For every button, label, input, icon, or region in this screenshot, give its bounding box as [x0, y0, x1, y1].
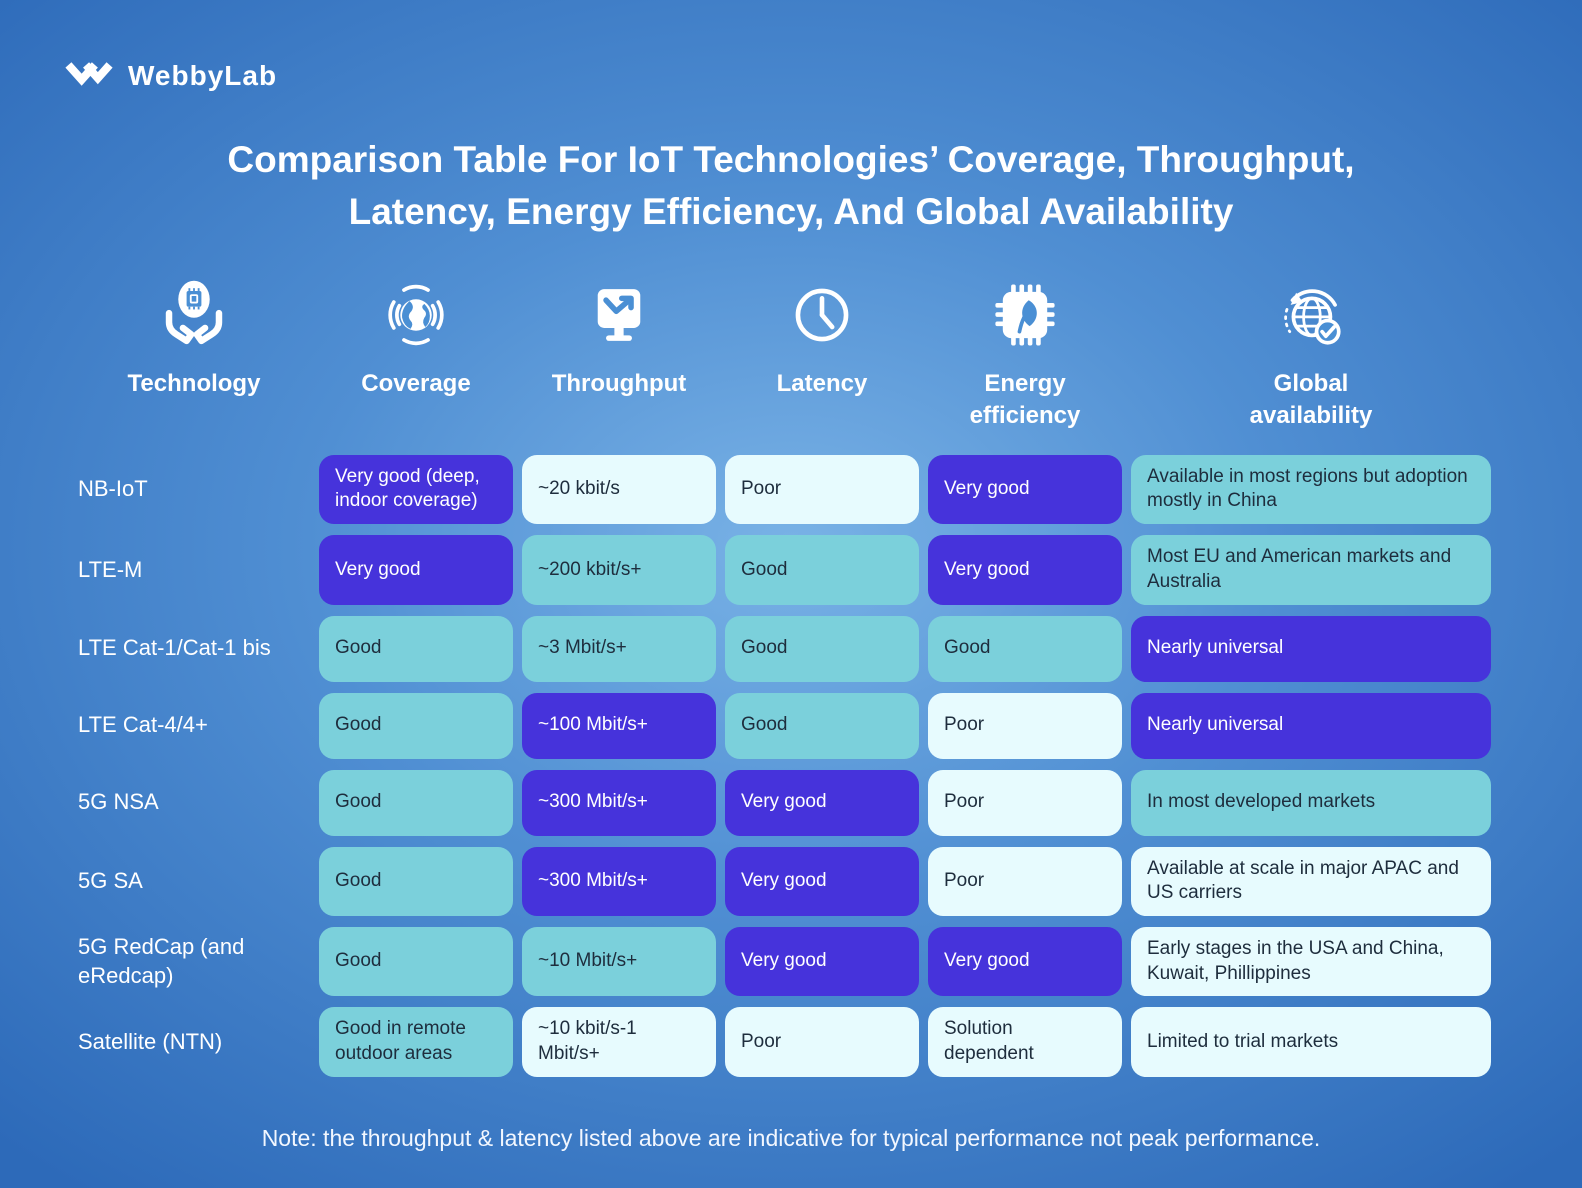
table-cell: Very good	[725, 926, 919, 997]
table-cell: Very good (deep, indoor coverage)	[319, 454, 513, 525]
column-header-throughput: Throughput	[522, 278, 716, 433]
column-header-label: Global availability	[1249, 370, 1373, 430]
logo-text: WebbyLab	[128, 60, 278, 91]
coverage-icon	[388, 284, 444, 346]
table-cell: Good	[725, 692, 919, 759]
table-cell: ~300 Mbit/s+	[522, 846, 716, 916]
table-cell: Very good	[928, 535, 1122, 605]
table-row: 5G SA Good ~300 Mbit/s+ Very good Poor Availa…	[78, 846, 1491, 916]
table-cell: Nearly universal	[1131, 615, 1491, 682]
table-cell: Limited to trial markets	[1131, 1007, 1491, 1077]
technology-icon	[165, 280, 223, 345]
technology-label: 5G RedCap (and eRedcap)	[78, 934, 245, 988]
table-cell: Very good	[319, 535, 513, 605]
table-cell: In most developed markets	[1131, 769, 1491, 836]
table-cell: Available in most regions but adoption m…	[1131, 454, 1491, 525]
technology-label: 5G NSA	[78, 789, 159, 815]
column-header-energy-efficiency: Energy efficiency	[928, 278, 1122, 433]
table-cell: Poor	[725, 1007, 919, 1077]
table-header-row: Technology Coverage	[78, 278, 1491, 433]
table-cell: Good	[319, 926, 513, 997]
energy-efficiency-icon	[995, 284, 1055, 346]
latency-icon	[795, 288, 849, 342]
table-cell: Nearly universal	[1131, 692, 1491, 759]
column-header-technology: Technology	[78, 278, 310, 433]
technology-label: NB-IoT	[78, 476, 148, 502]
table-cell: Good	[928, 615, 1122, 682]
column-header-label: Coverage	[361, 370, 471, 397]
table-row: LTE-M Very good ~200 kbit/s+ Good Very good M…	[78, 535, 1491, 605]
footnote: Note: the throughput & latency listed ab…	[261, 1125, 1321, 1151]
table-row: NB-IoT Very good (deep, indoor coverage) ~…	[78, 454, 1491, 525]
table-cell: Poor	[725, 454, 919, 525]
table-cell: ~10 kbit/s-1 Mbit/s+	[522, 1007, 716, 1077]
column-header-latency: Latency	[725, 278, 919, 433]
table-cell: ~3 Mbit/s+	[522, 615, 716, 682]
column-header-label: Energy efficiency	[969, 370, 1081, 430]
table-cell: Good	[319, 769, 513, 836]
technology-label: LTE Cat-1/Cat-1 bis	[78, 635, 271, 661]
table-cell: Available at scale in major APAC and US …	[1131, 846, 1491, 916]
logo: WebbyLab	[64, 56, 277, 96]
page-title-text: Comparison Table For IoT Technologies’ C…	[227, 139, 1355, 232]
table-cell: Very good	[928, 926, 1122, 997]
column-header-label: Technology	[127, 370, 261, 397]
table-cell: Poor	[928, 692, 1122, 759]
table-cell: Poor	[928, 769, 1122, 836]
table-cell: Good	[725, 535, 919, 605]
table-cell: ~200 kbit/s+	[522, 535, 716, 605]
table-cell: ~100 Mbit/s+	[522, 692, 716, 759]
table-cell: Very good	[928, 454, 1122, 525]
table-cell: Good	[319, 615, 513, 682]
table-body: NB-IoT Very good (deep, indoor coverage) ~…	[78, 454, 1491, 1077]
table-cell: Very good	[725, 846, 919, 916]
table-cell: Good	[319, 846, 513, 916]
table-cell: Very good	[725, 769, 919, 836]
column-header-label: Throughput	[551, 370, 687, 397]
table-row: Satellite (NTN) Good in remote outdoor ar…	[78, 1007, 1491, 1077]
table-row: LTE Cat-1/Cat-1 bis Good ~3 Mbit/s+ Good Goo…	[78, 615, 1491, 682]
technology-label: LTE-M	[78, 556, 143, 582]
column-header-coverage: Coverage	[319, 278, 513, 433]
table-row: LTE Cat-4/4+ Good ~100 Mbit/s+ Good Poor Near…	[78, 692, 1491, 759]
table-cell: ~20 kbit/s	[522, 454, 716, 525]
table-cell: ~300 Mbit/s+	[522, 769, 716, 836]
throughput-icon	[597, 289, 641, 341]
page-title: Comparison Table For IoT Technologies’ C…	[0, 134, 1582, 238]
table-cell: ~10 Mbit/s+	[522, 926, 716, 997]
table-cell: Poor	[928, 846, 1122, 916]
table-cell: Early stages in the USA and China, Kuwai…	[1131, 926, 1491, 997]
global-availability-icon	[1284, 289, 1341, 345]
webbylab-logo-icon	[65, 62, 113, 86]
technology-label: Satellite (NTN)	[78, 1028, 223, 1054]
column-header-label: Latency	[776, 370, 868, 397]
technology-label: 5G SA	[78, 867, 143, 893]
table-cell: Good	[319, 692, 513, 759]
table-cell: Good in remote outdoor areas	[319, 1007, 513, 1077]
column-header-global-availability: Global availability	[1131, 278, 1491, 433]
table-row: 5G NSA Good ~300 Mbit/s+ Very good Poor In mo…	[78, 769, 1491, 836]
technology-label: LTE Cat-4/4+	[78, 712, 208, 738]
table-cell: Solution dependent	[928, 1007, 1122, 1077]
table-row: 5G RedCap (and eRedcap) Good ~10 Mbit/s+ Ve…	[78, 926, 1491, 997]
comparison-table: Technology Coverage	[78, 278, 1491, 1077]
table-cell: Good	[725, 615, 919, 682]
table-cell: Most EU and American markets and Austral…	[1131, 535, 1491, 605]
